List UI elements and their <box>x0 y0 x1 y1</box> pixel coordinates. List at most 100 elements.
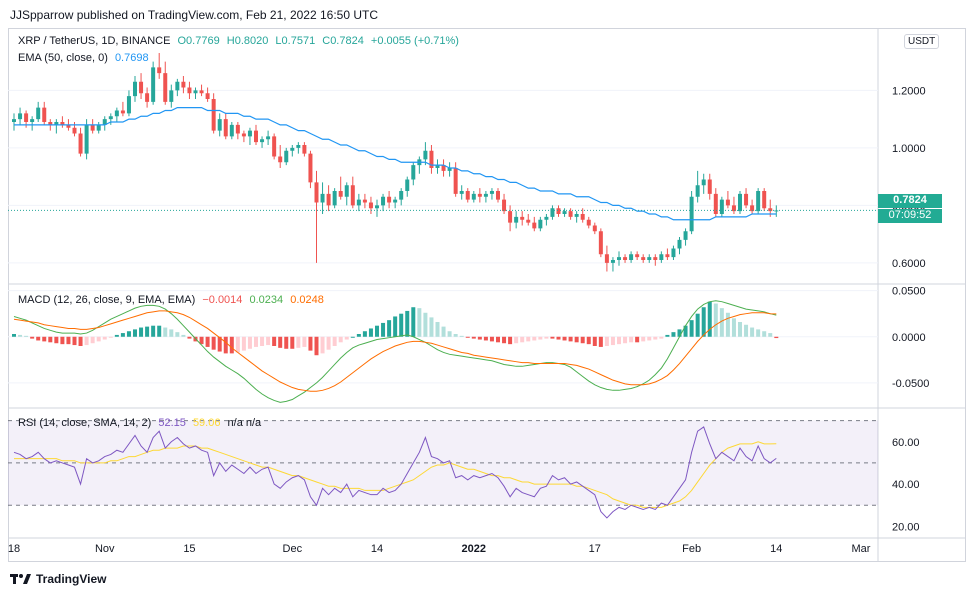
macd-histogram-bar <box>169 329 174 337</box>
macd-histogram-bar <box>417 308 422 337</box>
macd-histogram-bar <box>314 336 319 356</box>
macd-histogram-bar <box>756 329 761 337</box>
candle-body <box>145 93 150 102</box>
macd-histogram-bar <box>520 336 525 343</box>
macd-histogram-bar <box>423 312 428 337</box>
macd-histogram-bar <box>42 336 47 342</box>
tradingview-brand[interactable]: TradingView <box>36 572 107 586</box>
macd-histogram-bar <box>514 336 519 344</box>
macd-histogram-bar <box>429 317 434 337</box>
currency-button[interactable]: USDT <box>904 34 940 49</box>
candle-body <box>102 119 107 125</box>
candle-body <box>514 216 519 223</box>
candle-body <box>314 182 319 203</box>
macd-histogram-bar <box>653 336 658 340</box>
rsi-value: 52.15 <box>158 417 186 429</box>
price-tick-label: 1.0000 <box>892 143 926 155</box>
macd-histogram-bar <box>738 322 742 337</box>
macd-histogram-bar <box>290 336 295 349</box>
macd-histogram-bar <box>701 307 706 337</box>
macd-histogram-bar <box>235 336 240 353</box>
candle-body <box>254 130 258 143</box>
macd-histogram-bar <box>405 310 410 337</box>
macd-hist-value: −0.0014 <box>202 294 243 306</box>
macd-histogram-bar <box>489 336 494 342</box>
candle-body <box>665 254 670 258</box>
rsi-extra: n/a n/a <box>227 417 262 429</box>
time-tick-label: 14 <box>371 543 383 555</box>
macd-histogram-bar <box>689 320 694 337</box>
chart-frame[interactable] <box>8 28 966 562</box>
macd-histogram-bar <box>338 336 343 343</box>
price-tick-label: 0.6000 <box>892 258 926 270</box>
time-tick-label: 18 <box>8 543 20 555</box>
candle-body <box>604 254 609 263</box>
macd-histogram-bar <box>592 336 597 346</box>
candle-body <box>78 133 83 154</box>
macd-histogram-bar <box>526 336 531 342</box>
candle-body <box>635 254 640 258</box>
candle-body <box>671 248 676 258</box>
macd-histogram-bar <box>713 303 718 337</box>
macd-histogram-bar <box>768 333 773 337</box>
macd-histogram-bar <box>496 336 500 343</box>
macd-histogram-bar <box>254 336 258 347</box>
macd-histogram-bar <box>96 336 101 342</box>
time-tick-label: Feb <box>682 543 701 555</box>
candle-body <box>707 179 712 194</box>
candle-body <box>465 191 470 200</box>
candle-body <box>659 254 664 260</box>
candle-body <box>592 225 597 232</box>
candle-body <box>435 165 440 168</box>
macd-histogram-bar <box>725 312 730 337</box>
ema-value: 0.7698 <box>114 52 149 64</box>
last-price-tag: 0.7824 <box>878 194 942 208</box>
rsi-legend: RSI (14, close, SMA, 14, 2) 52.15 59.06 … <box>18 417 265 429</box>
change-value: +0.0055 (+0.71%) <box>370 35 459 47</box>
rsi-label[interactable]: RSI (14, close, SMA, 14, 2) <box>18 417 152 429</box>
macd-histogram-bar <box>477 336 482 340</box>
macd-histogram-bar <box>163 327 168 337</box>
candle-body <box>223 119 228 137</box>
candle-body <box>60 122 65 125</box>
time-tick-label: Dec <box>283 543 303 555</box>
price-legend: XRP / TetherUS, 1D, BINANCE O0.7769 H0.8… <box>18 35 463 47</box>
candle-body <box>108 116 113 120</box>
ema-label[interactable]: EMA (50, close, 0) <box>18 52 108 64</box>
candle-body <box>96 124 101 131</box>
candle-body <box>36 107 41 120</box>
macd-histogram-bar <box>344 336 349 340</box>
macd-histogram-bar <box>54 336 59 344</box>
macd-histogram-bar <box>30 336 35 339</box>
macd-histogram-bar <box>762 331 767 337</box>
macd-histogram-bar <box>459 335 464 337</box>
macd-histogram-bar <box>199 336 204 345</box>
macd-histogram-bar <box>677 329 682 337</box>
macd-line <box>13 300 777 403</box>
macd-histogram-bar <box>508 336 513 345</box>
macd-signal-value: 0.0248 <box>290 294 324 306</box>
candle-body <box>423 150 428 160</box>
candle-body <box>260 139 265 143</box>
candle-body <box>266 136 271 140</box>
rsi-line <box>13 426 777 519</box>
macd-histogram-bar <box>750 327 755 337</box>
candle-body <box>459 191 464 194</box>
macd-histogram-bar <box>120 333 125 337</box>
candle-body <box>617 257 621 260</box>
macd-histogram-bar <box>683 325 688 337</box>
candle-body <box>393 199 398 203</box>
candle-body <box>447 168 452 171</box>
macd-histogram-bar <box>610 336 615 346</box>
macd-histogram-bar <box>217 336 222 352</box>
candle-body <box>381 196 386 206</box>
macd-histogram-bar <box>60 336 65 345</box>
time-tick-label: Nov <box>95 543 115 555</box>
macd-histogram-bar <box>665 334 670 337</box>
macd-histogram-bar <box>229 336 234 354</box>
candle-body <box>375 205 379 209</box>
candle-body <box>562 211 567 214</box>
macd-label[interactable]: MACD (12, 26, close, 9, EMA, EMA) <box>18 294 196 306</box>
candle-body <box>695 185 700 197</box>
symbol-label[interactable]: XRP / TetherUS, 1D, BINANCE <box>18 35 171 47</box>
